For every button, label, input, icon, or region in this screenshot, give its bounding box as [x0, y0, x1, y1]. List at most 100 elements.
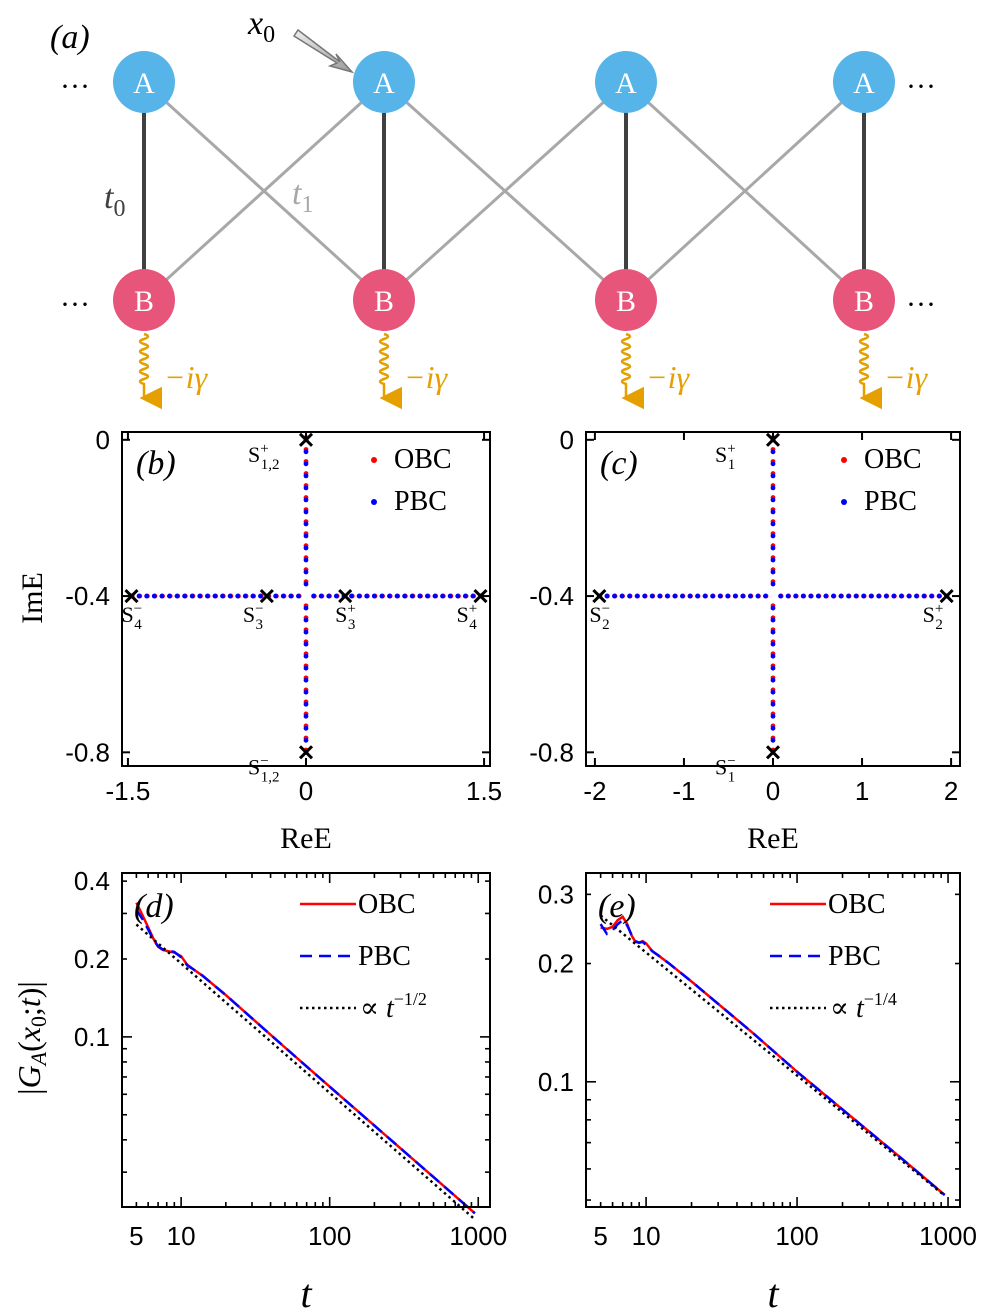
- saddle-label: S− 1,2: [248, 753, 279, 785]
- data-point: [770, 485, 776, 491]
- data-point: [212, 593, 218, 599]
- data-point: [770, 737, 776, 743]
- saddle-label: S+ 4: [457, 601, 478, 633]
- data-point: [189, 593, 195, 599]
- site-b-label: B: [374, 285, 394, 318]
- data-point: [440, 593, 445, 599]
- legend-label: ∝ t−1/2: [360, 989, 427, 1024]
- site-a: [113, 51, 175, 113]
- data-point: [417, 593, 423, 599]
- y-tick-label: 0.1: [538, 1067, 574, 1097]
- site-a-label: A: [853, 67, 875, 100]
- data-points: [129, 435, 484, 755]
- cross-icon: [939, 589, 954, 604]
- saddle-sup: −: [727, 753, 735, 769]
- data-point: [303, 473, 309, 479]
- data-points: [596, 435, 950, 755]
- data-point: [144, 593, 150, 599]
- saddle-sup: +: [727, 441, 735, 457]
- cross-icon: [298, 745, 314, 760]
- data-point: [838, 593, 844, 599]
- x-tick-label: 100: [308, 1221, 351, 1251]
- data-point: [619, 593, 625, 599]
- data-point: [770, 641, 776, 647]
- x-tick-label: 1000: [449, 1221, 507, 1251]
- legend: OBC PBC ∝ t−1/2: [300, 889, 427, 1024]
- data-point: [770, 665, 776, 671]
- loss-label: −iγ: [646, 359, 690, 395]
- x-tick-label: 100: [775, 1221, 818, 1251]
- data-point: [303, 689, 309, 695]
- saddle-sub: 1,2: [261, 769, 280, 785]
- x-tick-label: 1.5: [466, 776, 502, 806]
- data-point: [687, 593, 693, 599]
- saddle-marker: S− 3: [243, 589, 274, 633]
- data-point: [303, 545, 309, 551]
- data-point: [770, 689, 776, 695]
- legend-label: ∝ t−1/4: [830, 989, 897, 1024]
- saddle-marker: S+ 1,2: [248, 432, 314, 473]
- data-point: [680, 593, 685, 599]
- data-point: [868, 593, 874, 599]
- y-tick-label: 0.1: [74, 1022, 110, 1052]
- data-point: [409, 593, 415, 599]
- data-point: [394, 593, 400, 599]
- data-point: [151, 593, 157, 599]
- data-point: [303, 533, 309, 539]
- saddle-sup: −: [134, 601, 142, 617]
- site-b: [595, 269, 657, 331]
- data-point: [204, 593, 210, 599]
- cross-icon: [592, 589, 607, 604]
- data-point: [634, 593, 640, 599]
- data-point: [303, 641, 309, 647]
- x-tick-label: -1.5: [106, 776, 151, 806]
- t1-label: t1: [292, 175, 313, 218]
- saddle-label: S− 2: [589, 601, 610, 633]
- data-point: [303, 701, 309, 707]
- data-point: [288, 593, 294, 599]
- data-point: [929, 593, 934, 599]
- data-point: [898, 593, 904, 599]
- data-point: [303, 713, 309, 719]
- data-point: [853, 593, 859, 599]
- cross-icon: [473, 589, 488, 604]
- series-line: [599, 918, 946, 1196]
- y-tick-label: 0.2: [538, 949, 574, 979]
- data-point: [770, 497, 776, 503]
- x0-pointer: x0: [247, 5, 355, 74]
- data-point: [770, 725, 776, 731]
- cross-icon: [259, 589, 274, 604]
- data-point: [303, 581, 309, 587]
- data-point: [770, 677, 776, 683]
- green-function-axis-label: |GA(x0;t)|: [11, 981, 51, 1095]
- data-point: [447, 593, 453, 599]
- panel-label: (e): [598, 888, 636, 925]
- legend-label: OBC: [394, 444, 452, 475]
- legend-t: t: [856, 993, 865, 1024]
- data-point: [303, 461, 309, 467]
- data-point: [235, 593, 241, 599]
- lattice-panel: (a) A B A B A B A B ··· ··· ··· ··· −iγ −iγ −iγ −iγ x0…: [50, 5, 936, 410]
- saddle-marker: S− 1: [715, 745, 781, 785]
- lattice-bonds: [142, 80, 866, 302]
- x-tick-label: 2: [944, 776, 958, 806]
- data-point: [763, 593, 768, 599]
- data-point: [770, 569, 776, 575]
- series-line: [135, 902, 476, 1215]
- saddle-marker: S+ 3: [335, 589, 356, 633]
- ellipsis-left-top: ···: [60, 70, 90, 103]
- data-point: [627, 593, 632, 599]
- data-point: [424, 593, 430, 599]
- data-point: [921, 593, 927, 599]
- saddle-label: S+ 1,2: [248, 441, 279, 473]
- legend: OBC PBC ∝ t−1/4: [770, 889, 897, 1024]
- data-point: [770, 557, 776, 563]
- decay-panel-e: 5 10 100 1000 0.1 0.2 0.3 t (e) OBC PBC ∝ t−1/4: [538, 872, 977, 1310]
- lattice-sites: A B A B A B A B ··· ··· ··· ···: [60, 51, 936, 331]
- site-b-label: B: [616, 285, 636, 318]
- site-b: [353, 269, 415, 331]
- data-point: [311, 593, 316, 599]
- y-tick-label: -0.8: [65, 737, 110, 767]
- data-point: [303, 569, 309, 575]
- x0-label: x0: [247, 5, 275, 48]
